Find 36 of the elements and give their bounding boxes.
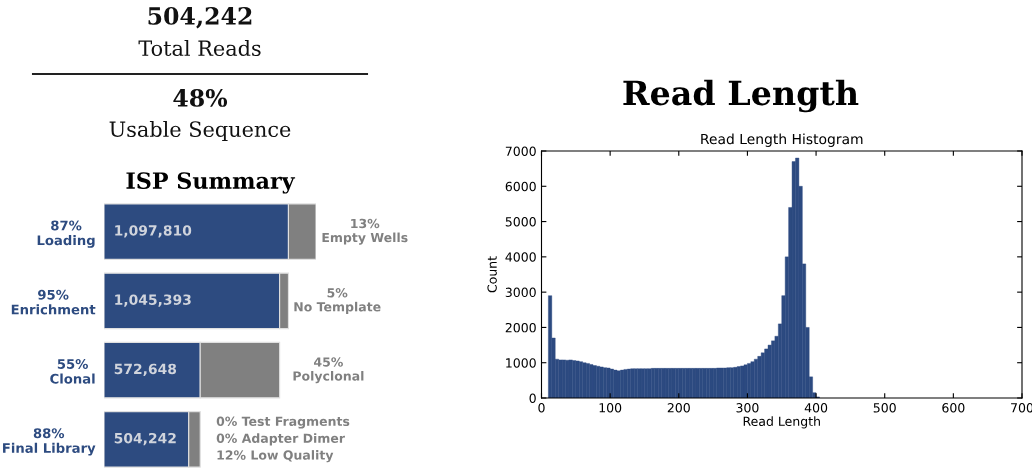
x-tick-label: 0: [538, 403, 545, 413]
data-label: 1,045,393: [115, 294, 191, 307]
y-tick-label: 4000: [505, 252, 536, 262]
text: 48%: [173, 88, 228, 107]
x-tick-label: 300: [736, 403, 759, 413]
chart-title: ISP Summary: [126, 172, 296, 194]
y-tick-label: 0: [529, 393, 536, 403]
data-label: 504,242: [114, 432, 176, 446]
y-tick-label: 7000: [505, 146, 536, 156]
y-tick-label: 87% Loading: [37, 220, 95, 248]
y-tick-label: 3000: [505, 287, 536, 298]
annotation: 45% Polyclonal: [293, 357, 364, 384]
x-tick-label: 400: [804, 403, 828, 413]
text: Total Reads: [138, 39, 261, 57]
text: Usable Sequence: [109, 120, 291, 142]
y-tick-label: 55% Clonal: [50, 358, 95, 384]
annotation: 0% Test Fragments 0% Adapter Dimer 12% Low Quality: [216, 416, 350, 463]
y-tick-label: 6000: [505, 181, 536, 192]
chart-title: Read Length: [623, 79, 859, 113]
x-axis-title: Read Length: [743, 416, 820, 429]
y-tick-label: 2000: [505, 322, 536, 333]
chart-subtitle: Read Length Histogram: [701, 133, 863, 147]
y-tick-label: 5000: [505, 217, 536, 227]
y-axis-title: Count: [487, 256, 497, 293]
annotation: 5% No Template: [294, 288, 381, 314]
y-tick-label: 95% Enrichment: [11, 289, 96, 315]
data-label: 572,648: [114, 363, 177, 376]
text: 13% Empty Wells: [322, 218, 408, 245]
y-tick-label: 1000: [506, 358, 536, 368]
x-tick-label: 500: [873, 403, 896, 413]
x-tick-label: 200: [667, 403, 690, 413]
x-tick-label: 600: [942, 403, 965, 413]
x-tick-label: 100: [599, 403, 622, 413]
text: 504,242: [148, 6, 252, 29]
data-label: 1,097,810: [115, 225, 192, 238]
y-tick-label: 88% Final Library: [3, 428, 96, 456]
